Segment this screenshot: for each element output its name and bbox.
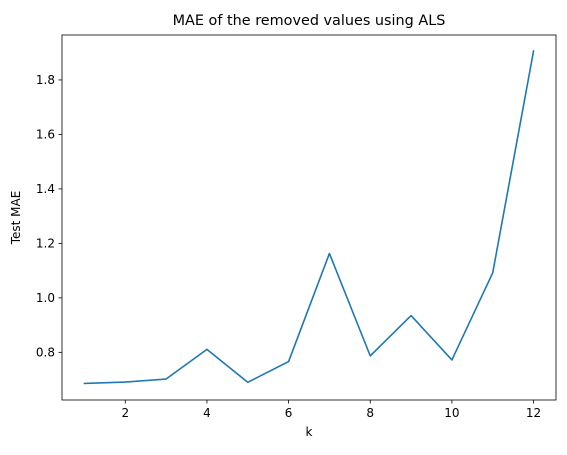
x-tick-label: 6 — [285, 406, 293, 420]
y-tick-label: 1.2 — [36, 237, 55, 251]
y-tick-label: 0.8 — [36, 346, 55, 360]
y-tick-label: 1.8 — [36, 73, 55, 87]
y-axis-ticks: 0.8 1.0 1.2 1.4 1.6 1.8 — [36, 73, 62, 360]
chart-title: MAE of the removed values using ALS — [173, 13, 446, 29]
y-axis-label: Test MAE — [9, 191, 23, 246]
x-tick-label: 12 — [526, 406, 541, 420]
x-axis-label: k — [306, 425, 313, 439]
x-tick-label: 8 — [366, 406, 374, 420]
series-layer — [83, 50, 535, 385]
x-tick-label: 4 — [203, 406, 211, 420]
x-tick-label: 10 — [444, 406, 459, 420]
y-tick-label: 1.0 — [36, 291, 55, 305]
x-tick-label: 2 — [121, 406, 129, 420]
series-line — [83, 50, 535, 385]
y-tick-label: 1.6 — [36, 128, 55, 142]
plot-frame — [61, 34, 557, 401]
y-tick-label: 1.4 — [36, 182, 55, 196]
x-axis-ticks: 2 4 6 8 10 12 — [121, 400, 541, 420]
